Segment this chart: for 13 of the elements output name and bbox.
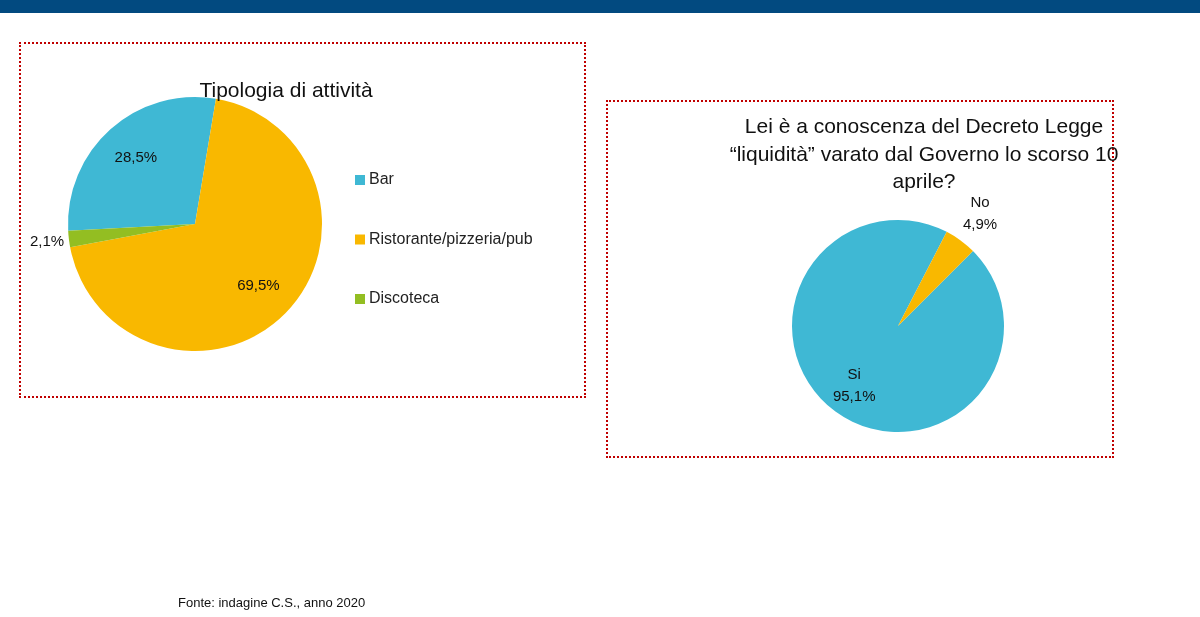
data-label: 4,9% <box>962 214 998 232</box>
legend-label: Discoteca <box>369 289 440 307</box>
chart-title: Tipologia di attività <box>198 77 374 103</box>
data-label: 69,5% <box>237 276 280 294</box>
chart-title: Lei è a conoscenza del Decreto Legge “liquidità” varato dal Governo lo scorso 10 aprile? <box>728 113 1120 194</box>
source-note: Fonte: indagine C.S., anno 2020 <box>178 595 366 611</box>
legend-label: Bar <box>369 170 395 188</box>
data-label: 95,1% <box>832 387 876 405</box>
legend-label: Ristorante/pizzeria/pub <box>369 229 533 247</box>
slice-label: No <box>970 192 990 210</box>
slice-label: Si <box>847 365 861 383</box>
data-label: 2,1% <box>29 231 65 249</box>
data-label: 28,5% <box>114 147 158 165</box>
